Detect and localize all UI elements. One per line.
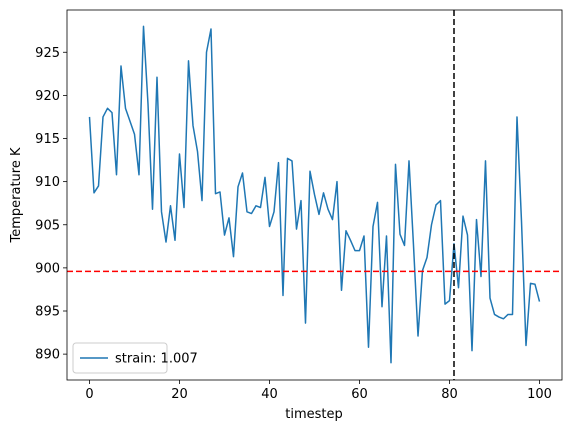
x-tick-label: 60 bbox=[351, 387, 368, 402]
y-tick-label: 915 bbox=[35, 132, 60, 147]
x-axis-label: timestep bbox=[285, 407, 343, 422]
x-tick-label: 0 bbox=[85, 387, 93, 402]
y-tick-label: 895 bbox=[35, 305, 60, 320]
y-tick-label: 890 bbox=[35, 348, 60, 363]
x-tick-label: 20 bbox=[171, 387, 188, 402]
y-tick-label: 900 bbox=[35, 261, 60, 276]
plot-frame bbox=[66, 9, 563, 381]
legend-label: strain: 1.007 bbox=[115, 352, 198, 367]
y-tick-label: 925 bbox=[35, 46, 60, 61]
x-tick-label: 40 bbox=[261, 387, 278, 402]
x-tick-label: 80 bbox=[441, 387, 458, 402]
line-series bbox=[88, 25, 541, 364]
y-tick-label: 920 bbox=[35, 89, 60, 104]
x-tick-label: 100 bbox=[527, 387, 552, 402]
y-axis-label: Temperature K bbox=[9, 147, 24, 243]
legend-box bbox=[72, 342, 168, 374]
y-tick-label: 910 bbox=[35, 175, 60, 190]
y-tick-label: 905 bbox=[35, 218, 60, 233]
